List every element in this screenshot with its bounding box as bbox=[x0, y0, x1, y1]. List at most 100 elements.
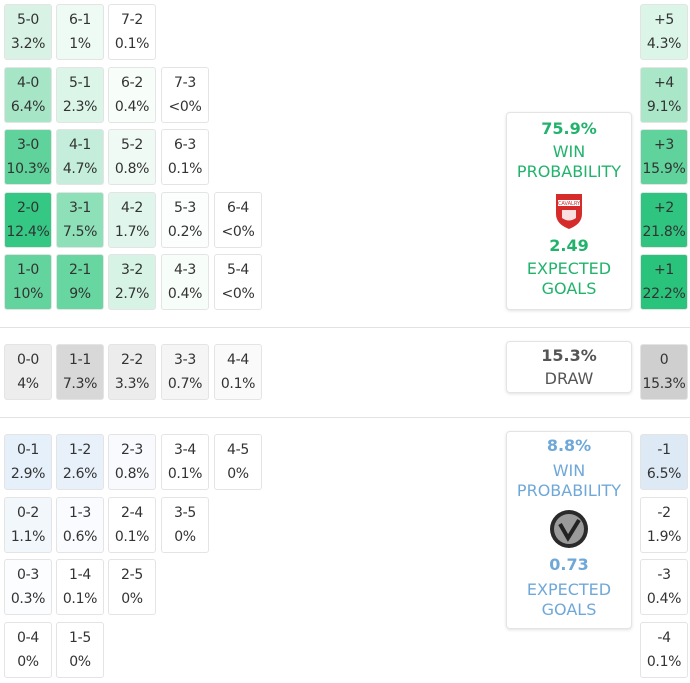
away-score-cell: 1-4 0.1% bbox=[56, 559, 104, 615]
away-score-cell: 3-5 0% bbox=[161, 496, 209, 553]
score-label: 6-3 bbox=[174, 137, 196, 153]
score-label: 7-3 bbox=[174, 74, 196, 91]
draw-card: 15.3% DRAW bbox=[506, 341, 632, 393]
score-label: +4 bbox=[653, 74, 675, 91]
score-probability: 0.1% bbox=[220, 376, 256, 392]
score-probability: 1.1% bbox=[10, 528, 46, 545]
score-probability: 6.4% bbox=[10, 98, 46, 115]
goal-margin-cell: +3 15.9% bbox=[640, 129, 688, 185]
away-score-cell: 1-5 0% bbox=[56, 621, 104, 678]
score-probability: 3.3% bbox=[114, 376, 150, 392]
score-label: 5-0 bbox=[17, 12, 39, 28]
score-label: 5-4 bbox=[227, 262, 249, 278]
score-label: +2 bbox=[653, 199, 675, 216]
draw-score-cell: 0-0 4% bbox=[4, 344, 52, 400]
home-score-cell: 4-0 6.4% bbox=[4, 66, 52, 123]
away-score-cell: 0-2 1.1% bbox=[4, 496, 52, 553]
score-label: +1 bbox=[653, 262, 675, 278]
score-label: +3 bbox=[653, 137, 675, 153]
score-probability: 0% bbox=[174, 528, 196, 545]
score-probability: 9% bbox=[69, 286, 91, 302]
home-score-cell: 7-2 0.1% bbox=[108, 4, 156, 60]
score-probability: 9.1% bbox=[646, 98, 682, 115]
score-probability: 7.3% bbox=[62, 376, 98, 392]
score-probability: 10.3% bbox=[6, 161, 50, 177]
goal-margin-cell: -1 6.5% bbox=[640, 434, 688, 490]
expected-label: EXPECTED bbox=[526, 259, 612, 278]
score-probability: 1.9% bbox=[646, 528, 682, 545]
divider bbox=[0, 327, 690, 328]
score-probability: 0.6% bbox=[62, 528, 98, 545]
score-label: 4-0 bbox=[17, 74, 39, 91]
away-score-cell: 0-1 2.9% bbox=[4, 434, 52, 490]
goal-margin-cell: 0 15.3% bbox=[640, 344, 688, 400]
score-probability: 0.3% bbox=[10, 591, 46, 607]
home-score-cell: 1-0 10% bbox=[4, 254, 52, 310]
score-label: 3-2 bbox=[121, 262, 143, 278]
score-probability: 0.4% bbox=[646, 591, 682, 607]
home-score-cell: 5-0 3.2% bbox=[4, 4, 52, 60]
score-label: 2-4 bbox=[121, 504, 143, 521]
home-score-cell: 6-1 1% bbox=[56, 4, 104, 60]
home-win-pct: 75.9% bbox=[541, 119, 597, 138]
score-label: 0-2 bbox=[17, 504, 39, 521]
draw-score-cell: 4-4 0.1% bbox=[214, 344, 262, 400]
score-probability: 0.8% bbox=[114, 466, 150, 482]
score-label: 2-2 bbox=[121, 352, 143, 368]
goal-margin-cell: +4 9.1% bbox=[640, 66, 688, 123]
away-score-cell: 1-3 0.6% bbox=[56, 496, 104, 553]
away-score-cell: 2-3 0.8% bbox=[108, 434, 156, 490]
score-probability: 2.9% bbox=[10, 466, 46, 482]
home-score-cell: 3-0 10.3% bbox=[4, 129, 52, 185]
score-label: 1-3 bbox=[69, 504, 91, 521]
home-win-card: 75.9% WIN PROBABILITY CAVALRY 2.49 EXPEC… bbox=[506, 112, 632, 310]
score-label: 1-2 bbox=[69, 442, 91, 458]
score-label: 3-5 bbox=[174, 504, 196, 521]
goal-margin-cell: -2 1.9% bbox=[640, 496, 688, 553]
score-label: 7-2 bbox=[121, 12, 143, 28]
divider bbox=[0, 417, 690, 418]
score-label: -1 bbox=[657, 442, 671, 458]
score-probability: 0.4% bbox=[167, 286, 203, 302]
home-score-cell: 5-1 2.3% bbox=[56, 66, 104, 123]
away-score-cell: 0-4 0% bbox=[4, 621, 52, 678]
score-probability: 15.9% bbox=[642, 161, 686, 177]
home-score-cell: 5-4 <0% bbox=[214, 254, 262, 310]
score-probability: 21.8% bbox=[642, 223, 686, 240]
score-label: 0-0 bbox=[17, 352, 39, 368]
score-probability: 0% bbox=[121, 591, 143, 607]
home-score-cell: 5-3 0.2% bbox=[161, 191, 209, 248]
away-score-cell: 1-2 2.6% bbox=[56, 434, 104, 490]
score-label: 3-4 bbox=[174, 442, 196, 458]
score-label: 6-1 bbox=[69, 12, 91, 28]
score-label: 1-5 bbox=[69, 629, 91, 646]
score-label: 4-4 bbox=[227, 352, 249, 368]
score-label: 2-3 bbox=[121, 442, 143, 458]
score-label: 4-5 bbox=[227, 442, 249, 458]
score-probability: 0.1% bbox=[114, 36, 150, 52]
score-probability: 2.7% bbox=[114, 286, 150, 302]
score-probability: <0% bbox=[221, 223, 255, 240]
crest-text: CAVALRY bbox=[558, 201, 581, 207]
score-probability: 22.2% bbox=[642, 286, 686, 302]
score-label: 5-2 bbox=[121, 137, 143, 153]
score-label: 2-0 bbox=[17, 199, 39, 216]
score-probability: 2.3% bbox=[62, 98, 98, 115]
cavalry-crest-icon: CAVALRY bbox=[556, 194, 582, 229]
expected-label: EXPECTED bbox=[526, 580, 612, 599]
score-probability: 0.2% bbox=[167, 223, 203, 240]
score-probability: 4.7% bbox=[62, 161, 98, 177]
away-score-cell: 3-4 0.1% bbox=[161, 434, 209, 490]
home-score-cell: 3-1 7.5% bbox=[56, 191, 104, 248]
score-probability: 3.2% bbox=[10, 36, 46, 52]
draw-score-cell: 1-1 7.3% bbox=[56, 344, 104, 400]
score-probability: 0.1% bbox=[62, 591, 98, 607]
goal-margin-cell: +5 4.3% bbox=[640, 4, 688, 60]
score-probability: 6.5% bbox=[646, 466, 682, 482]
draw-score-cell: 2-2 3.3% bbox=[108, 344, 156, 400]
score-label: 0-4 bbox=[17, 629, 39, 646]
score-probability: 4.3% bbox=[646, 36, 682, 52]
score-probability: 1% bbox=[69, 36, 91, 52]
win-label: WIN bbox=[552, 461, 586, 480]
score-label: 5-3 bbox=[174, 199, 196, 216]
